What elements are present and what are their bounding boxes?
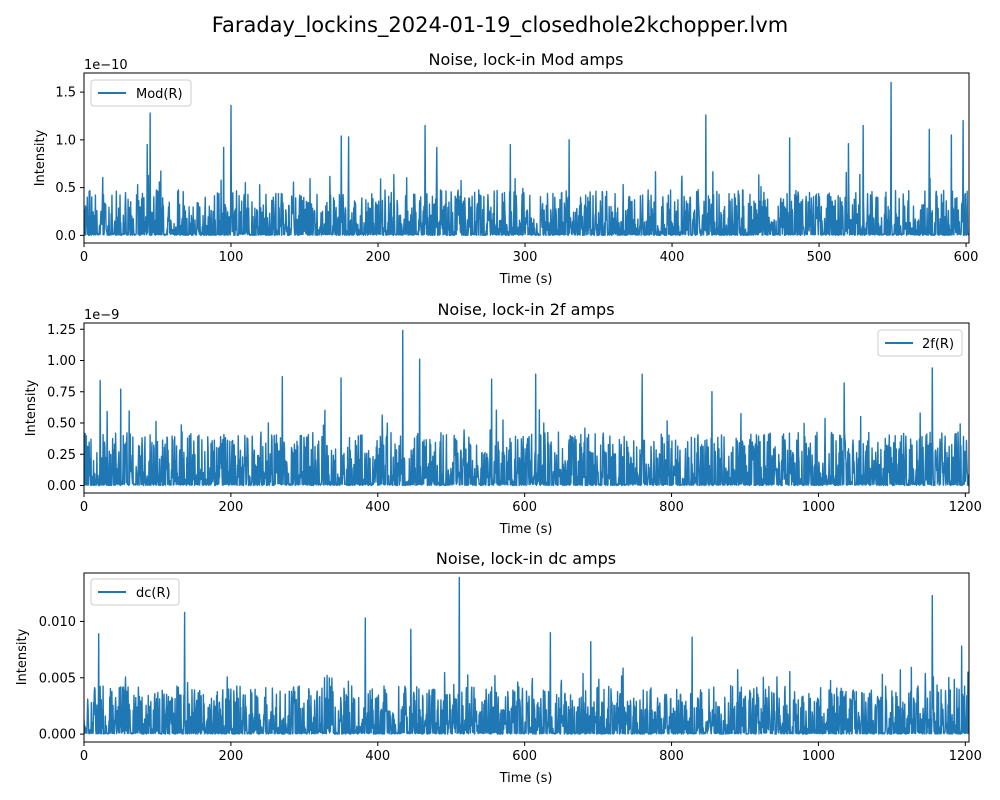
y-tick-label: 1.25: [47, 323, 76, 338]
x-tick-label: 600: [512, 749, 537, 764]
x-tick-label: 500: [807, 250, 832, 265]
y-tick-label: 1.0: [55, 133, 76, 148]
x-tick-label: 200: [366, 250, 391, 265]
y-tick-label: 0.75: [47, 385, 76, 400]
x-tick-label: 800: [659, 500, 684, 515]
panel-mod: Noise, lock-in Mod amps 1e−10 0 100 200 300…: [33, 50, 978, 287]
x-tick-label: 1000: [802, 749, 835, 764]
series-line: [84, 81, 969, 237]
legend: 2f(R): [877, 329, 963, 357]
x-tick-label: 100: [219, 250, 244, 265]
y-offset-text: 1e−10: [84, 58, 128, 73]
axes-frame: [83, 72, 970, 244]
x-tick-label: 0: [80, 250, 88, 265]
y-offset-text: 1e−9: [84, 308, 119, 323]
legend-label: Mod(R): [136, 87, 183, 102]
x-tick-label: 0: [80, 749, 88, 764]
axes-frame: [83, 322, 970, 494]
series-line: [84, 329, 969, 487]
x-tick-label: 200: [218, 749, 243, 764]
y-tick-label: 0.5: [55, 181, 76, 196]
panel-dc: Noise, lock-in dc amps 0 200 400 600 800 1000…: [15, 549, 982, 786]
x-axis-label: Time (s): [499, 771, 553, 786]
x-tick-label: 600: [954, 250, 979, 265]
y-tick-label: 0.0: [55, 229, 76, 244]
series-line: [84, 576, 969, 735]
axes-frame: [83, 572, 970, 743]
x-tick-label: 600: [512, 500, 537, 515]
legend-box: [877, 329, 963, 357]
legend-box: [90, 79, 192, 107]
x-axis-label: Time (s): [499, 272, 553, 287]
y-axis-label: Intensity: [33, 129, 48, 186]
legend-label: 2f(R): [922, 337, 954, 352]
y-tick-label: 0.010: [39, 615, 76, 630]
legend-label: dc(R): [136, 586, 171, 601]
y-axis-label: Intensity: [24, 379, 39, 436]
x-tick-label: 1000: [802, 500, 835, 515]
x-tick-label: 200: [218, 500, 243, 515]
panel-title: Noise, lock-in 2f amps: [437, 300, 614, 319]
y-tick-label: 0.005: [39, 671, 76, 686]
x-tick-label: 300: [513, 250, 538, 265]
x-tick-label: 800: [659, 749, 684, 764]
x-tick-label: 1200: [949, 749, 982, 764]
y-tick-label: 0.25: [47, 448, 76, 463]
y-tick-label: 1.5: [55, 86, 76, 101]
y-tick-label: 0.000: [39, 728, 76, 743]
y-axis-label: Intensity: [15, 628, 30, 685]
panel-2f: Noise, lock-in 2f amps 1e−9 0 200 400 600 80…: [24, 300, 982, 537]
panel-title: Noise, lock-in dc amps: [436, 549, 616, 568]
x-tick-label: 400: [365, 500, 390, 515]
panel-title: Noise, lock-in Mod amps: [428, 50, 623, 69]
y-tick-label: 0.00: [47, 479, 76, 494]
y-tick-label: 0.50: [47, 417, 76, 432]
x-axis-label: Time (s): [499, 522, 553, 537]
legend-box: [90, 578, 180, 606]
x-tick-label: 0: [80, 500, 88, 515]
x-tick-label: 400: [660, 250, 685, 265]
x-tick-label: 1200: [949, 500, 982, 515]
y-tick-label: 1.00: [47, 354, 76, 369]
legend: dc(R): [90, 578, 180, 606]
x-tick-label: 400: [365, 749, 390, 764]
legend: Mod(R): [90, 79, 192, 107]
figure-title: Faraday_lockins_2024-01-19_closedhole2kc…: [212, 13, 788, 38]
